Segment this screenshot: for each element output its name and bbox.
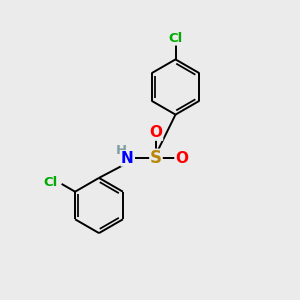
Text: Cl: Cl bbox=[168, 32, 183, 45]
Text: S: S bbox=[150, 149, 162, 167]
Text: O: O bbox=[175, 151, 188, 166]
Text: O: O bbox=[149, 125, 163, 140]
Text: Cl: Cl bbox=[44, 176, 58, 189]
Text: N: N bbox=[121, 151, 134, 166]
Text: H: H bbox=[115, 143, 127, 157]
